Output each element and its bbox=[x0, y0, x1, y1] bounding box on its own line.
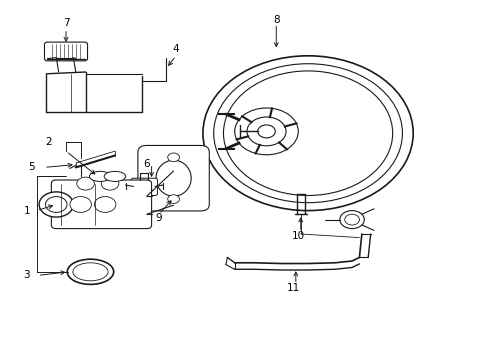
Text: 9: 9 bbox=[155, 213, 162, 223]
Text: 5: 5 bbox=[28, 162, 35, 172]
Circle shape bbox=[101, 177, 119, 190]
Ellipse shape bbox=[67, 259, 113, 284]
Circle shape bbox=[339, 211, 364, 229]
Ellipse shape bbox=[73, 263, 108, 281]
Text: 3: 3 bbox=[23, 270, 30, 280]
Text: 7: 7 bbox=[62, 18, 69, 28]
FancyBboxPatch shape bbox=[131, 178, 157, 195]
Ellipse shape bbox=[104, 171, 125, 181]
FancyBboxPatch shape bbox=[44, 42, 87, 61]
Circle shape bbox=[70, 197, 91, 212]
Ellipse shape bbox=[89, 171, 111, 181]
Text: 11: 11 bbox=[286, 283, 300, 293]
Circle shape bbox=[344, 214, 359, 225]
FancyBboxPatch shape bbox=[138, 145, 209, 211]
Text: 10: 10 bbox=[291, 231, 304, 241]
Circle shape bbox=[39, 192, 73, 217]
Circle shape bbox=[167, 195, 179, 203]
Ellipse shape bbox=[156, 160, 191, 196]
Circle shape bbox=[45, 197, 67, 212]
Text: 6: 6 bbox=[143, 159, 150, 169]
Circle shape bbox=[167, 153, 179, 162]
Text: 4: 4 bbox=[172, 44, 179, 54]
Text: 8: 8 bbox=[272, 15, 279, 25]
Text: 1: 1 bbox=[23, 206, 30, 216]
FancyBboxPatch shape bbox=[51, 180, 151, 229]
Text: 2: 2 bbox=[45, 137, 52, 147]
Circle shape bbox=[94, 197, 116, 212]
Circle shape bbox=[77, 177, 94, 190]
